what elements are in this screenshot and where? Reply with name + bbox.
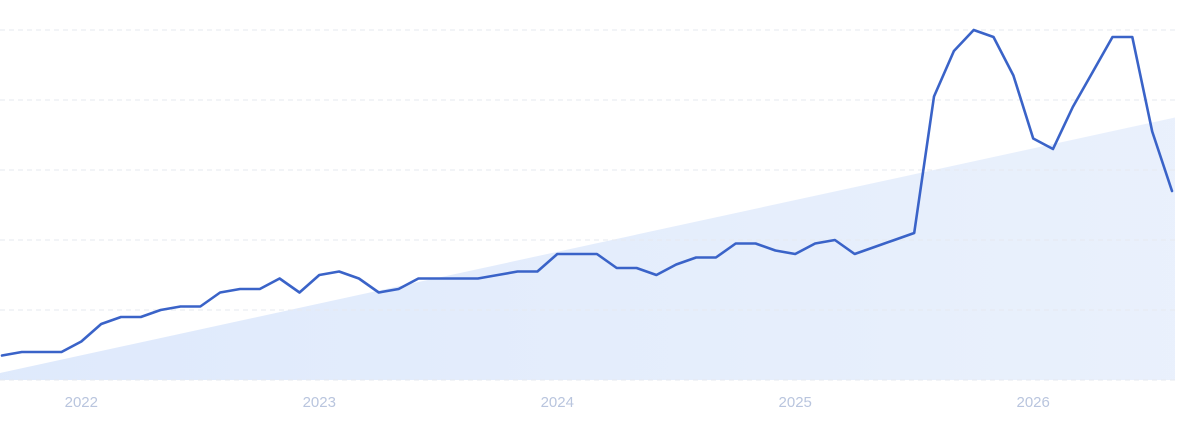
trend-line: [0, 28, 1174, 357]
trend-area: [0, 117, 1175, 380]
x-tick-label: 2025: [779, 394, 812, 411]
x-tick-label: 2024: [541, 394, 574, 411]
x-tick-label: 2026: [1016, 394, 1049, 411]
x-tick-label: 2023: [303, 394, 336, 411]
x-tick-label: 2022: [65, 394, 98, 411]
